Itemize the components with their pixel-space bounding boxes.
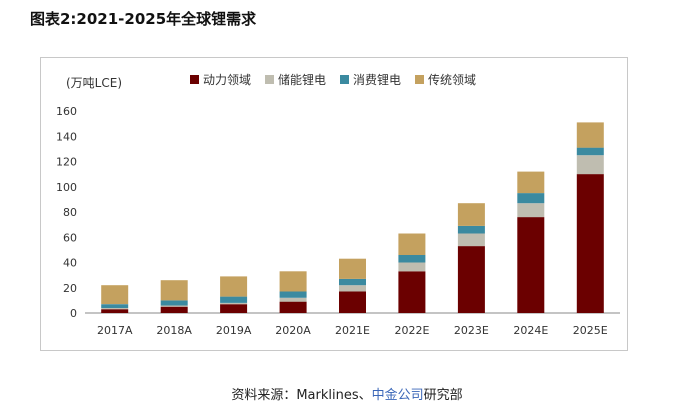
bar-segment-2020A-2: [279, 291, 307, 298]
bar-segment-2018A-3: [160, 280, 188, 301]
bar-segment-2022E-2: [398, 254, 426, 263]
legend-label-3: 传统领域: [428, 72, 476, 87]
x-tick-label: 2023E: [454, 324, 489, 337]
y-tick-label: 0: [70, 307, 77, 320]
legend-swatch-2: [340, 75, 349, 84]
bar-segment-2022E-3: [398, 233, 426, 255]
bar-segment-2021E-2: [339, 278, 366, 286]
bar-segment-2019A-2: [220, 296, 248, 303]
bar-segment-2024E-3: [517, 171, 545, 194]
bar-segment-2024E-2: [517, 193, 545, 204]
x-tick-label: 2021E: [335, 324, 370, 337]
bar-segment-2019A-1: [220, 302, 248, 305]
legend-swatch-0: [190, 75, 199, 84]
bar-segment-2023E-1: [457, 233, 485, 247]
bar-segment-2024E-0: [517, 217, 545, 313]
figure-title: 图表2:2021-2025年全球锂需求: [30, 10, 257, 28]
source-suffix: 研究部: [423, 388, 463, 403]
bar-segment-2021E-0: [339, 291, 366, 313]
x-tick-label: 2024E: [513, 324, 548, 337]
legend-swatch-1: [265, 75, 274, 84]
legend-swatch-3: [415, 75, 424, 84]
bar-segment-2017A-0: [101, 309, 129, 313]
legend-label-0: 动力领域: [203, 73, 251, 87]
bar-segment-2021E-3: [339, 258, 366, 279]
bar-segment-2025E-2: [576, 147, 604, 156]
bar-segment-2019A-3: [220, 276, 248, 297]
x-tick-label: 2020A: [275, 324, 311, 337]
y-tick-label: 80: [63, 206, 77, 219]
source-note: 资料来源：Marklines、中金公司研究部: [0, 384, 694, 403]
bar-segment-2020A-3: [279, 271, 307, 292]
bar-segment-2023E-0: [457, 246, 485, 313]
x-tick-label: 2019A: [216, 324, 252, 337]
bar-segment-2025E-0: [576, 174, 604, 313]
bar-segment-2018A-0: [160, 306, 188, 313]
y-tick-label: 140: [56, 130, 77, 143]
legend-label-2: 消费锂电: [353, 72, 401, 87]
y-tick-label: 100: [56, 181, 77, 194]
legend-label-1: 储能锂电: [278, 72, 326, 87]
bar-segment-2025E-3: [576, 122, 604, 148]
y-tick-label: 160: [56, 105, 77, 118]
bar-segment-2018A-2: [160, 300, 188, 306]
y-unit-label: (万吨LCE): [66, 76, 122, 90]
y-tick-label: 20: [63, 282, 77, 295]
bar-segment-2021E-1: [339, 285, 366, 292]
y-tick-label: 120: [56, 156, 77, 169]
bar-segment-2020A-1: [279, 297, 307, 302]
y-tick-label: 60: [63, 231, 77, 244]
bar-segment-2017A-2: [101, 304, 129, 308]
bar-segment-2022E-1: [398, 262, 426, 272]
bar-segment-2018A-1: [160, 305, 188, 307]
x-tick-label: 2022E: [394, 324, 429, 337]
bar-segment-2017A-1: [101, 307, 129, 310]
bar-segment-2019A-0: [220, 304, 248, 313]
bar-segment-2020A-0: [279, 301, 307, 313]
bar-segment-2017A-3: [101, 285, 129, 305]
bar-segment-2024E-1: [517, 203, 545, 218]
y-tick-label: 40: [63, 257, 77, 270]
x-tick-label: 2018A: [156, 324, 192, 337]
source-link[interactable]: 中金公司: [371, 388, 424, 403]
bar-segment-2023E-2: [457, 225, 485, 234]
source-prefix: 资料来源：Marklines、: [231, 388, 372, 403]
bar-segment-2025E-1: [576, 155, 604, 175]
bar-segment-2022E-0: [398, 271, 426, 313]
bar-segment-2023E-3: [457, 203, 485, 226]
x-tick-label: 2017A: [97, 324, 133, 337]
x-tick-label: 2025E: [573, 324, 608, 337]
